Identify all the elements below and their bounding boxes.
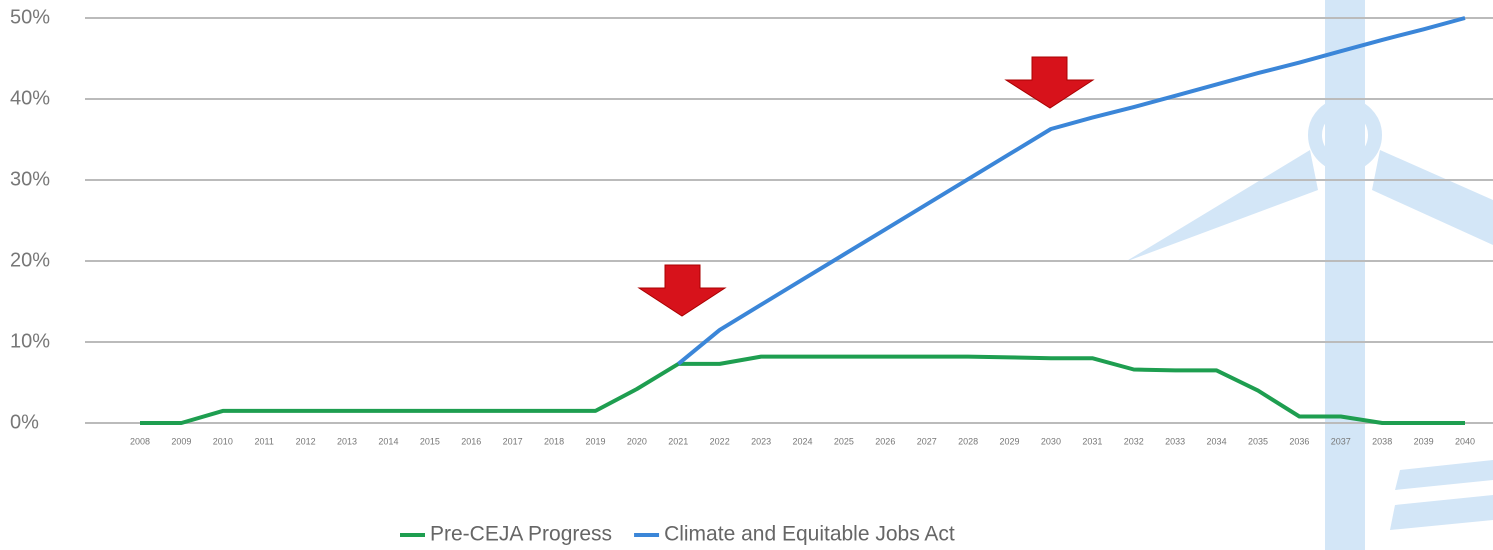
y-tick-label: 50%	[10, 6, 50, 28]
x-tick-label: 2024	[792, 436, 812, 446]
x-tick-label: 2027	[917, 436, 937, 446]
x-tick-label: 2026	[875, 436, 895, 446]
grid: 0% 10% 20% 30% 40% 50% 2008 2009 2010 2011 2012 201…	[10, 6, 1493, 446]
x-tick-label: 2009	[171, 436, 191, 446]
arrow-marker	[1006, 57, 1093, 108]
x-tick-label: 2012	[296, 436, 316, 446]
x-tick-label: 2021	[668, 436, 688, 446]
panel	[1395, 460, 1493, 490]
x-tick-label: 2023	[751, 436, 771, 446]
x-tick-label: 2028	[958, 436, 978, 446]
x-tick-label: 2014	[378, 436, 398, 446]
chart: 0% 10% 20% 30% 40% 50% 2008 2009 2010 2011 2012 201…	[0, 0, 1493, 550]
x-tick-label: 2017	[503, 436, 523, 446]
legend-label: Climate and Equitable Jobs Act	[664, 523, 955, 546]
wind-turbine-background	[1125, 0, 1493, 550]
x-tick-label: 2033	[1165, 436, 1185, 446]
x-tick-label: 2038	[1372, 436, 1392, 446]
legend: Pre-CEJA Progress Climate and Equitable J…	[400, 523, 955, 546]
arrow-marker	[639, 265, 725, 316]
x-tick-label: 2015	[420, 436, 440, 446]
x-tick-label: 2039	[1414, 436, 1434, 446]
x-tick-label: 2011	[255, 436, 274, 446]
turbine-blade	[1372, 150, 1493, 245]
x-tick-label: 2020	[627, 436, 647, 446]
x-tick-label: 2022	[710, 436, 730, 446]
y-tick-label: 40%	[10, 87, 50, 109]
arrows	[639, 57, 1093, 316]
x-tick-label: 2032	[1124, 436, 1144, 446]
x-tick-label: 2018	[544, 436, 564, 446]
panel	[1390, 495, 1493, 530]
lines	[140, 18, 1465, 423]
x-tick-label: 2035	[1248, 436, 1268, 446]
series-line	[140, 357, 1465, 423]
x-tick-label: 2013	[337, 436, 357, 446]
x-tick-label: 2019	[585, 436, 605, 446]
y-tick-label: 0%	[10, 411, 39, 433]
turbine-blade	[1125, 150, 1318, 262]
x-tick-label: 2010	[213, 436, 233, 446]
x-tick-label: 2036	[1289, 436, 1309, 446]
y-tick-label: 10%	[10, 330, 50, 352]
x-tick-label: 2034	[1207, 436, 1227, 446]
y-tick-label: 20%	[10, 249, 50, 271]
x-tick-label: 2008	[130, 436, 150, 446]
legend-label: Pre-CEJA Progress	[430, 523, 612, 546]
x-tick-label: 2030	[1041, 436, 1061, 446]
x-tick-label: 2016	[461, 436, 481, 446]
x-tick-label: 2025	[834, 436, 854, 446]
x-tick-label: 2037	[1331, 436, 1351, 446]
x-tick-label: 2031	[1082, 436, 1102, 446]
x-tick-label: 2029	[1000, 436, 1020, 446]
x-tick-label: 2040	[1455, 436, 1475, 446]
turbine-tower	[1325, 0, 1365, 550]
y-tick-label: 30%	[10, 168, 50, 190]
